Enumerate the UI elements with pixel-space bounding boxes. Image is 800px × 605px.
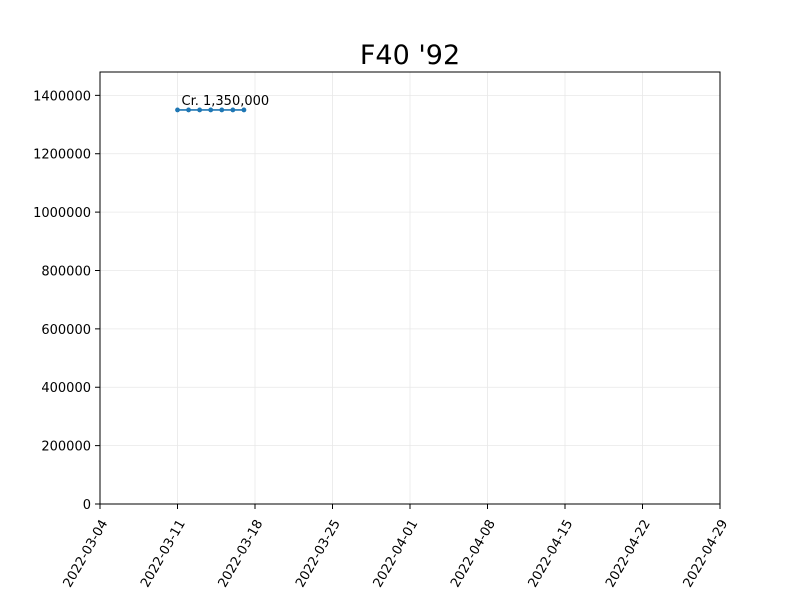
data-point [241,107,247,113]
y-tick-label: 1400000 [33,89,91,104]
x-tick-label: 2022-03-25 [293,517,344,590]
y-tick-label: 0 [83,498,91,513]
data-series [175,107,247,113]
data-point [219,107,225,113]
x-tick-label: 2022-03-11 [138,517,189,590]
data-point [230,107,236,113]
value-annotation: Cr. 1,350,000 [182,94,270,109]
x-tick-label: 2022-03-18 [216,517,267,590]
y-tick-label: 1000000 [33,206,91,221]
y-tick-label: 200000 [41,440,91,455]
data-point [208,107,214,113]
annotations: Cr. 1,350,000 [182,94,270,109]
y-tick-label: 600000 [41,323,91,338]
y-axis: 0 200000 400000 600000 800000 1000000 1200000 1… [33,89,100,513]
chart-title: F40 '92 [360,40,460,71]
y-tick-label: 800000 [41,264,91,279]
x-tick-label: 2022-04-15 [526,517,577,590]
x-tick-label: 2022-04-22 [603,517,654,590]
y-tick-label: 1200000 [33,148,91,163]
x-axis: 2022-03-04 2022-03-11 2022-03-18 2022-03-25… [61,504,732,590]
x-tick-label: 2022-03-04 [61,517,112,590]
y-tick-label: 400000 [41,381,91,396]
x-tick-label: 2022-04-01 [371,517,422,590]
data-point [197,107,203,113]
data-point [186,107,191,113]
x-tick-label: 2022-04-08 [448,517,499,590]
data-point [175,107,180,113]
grid-lines [99,72,721,505]
x-tick-label: 2022-04-29 [681,517,732,590]
